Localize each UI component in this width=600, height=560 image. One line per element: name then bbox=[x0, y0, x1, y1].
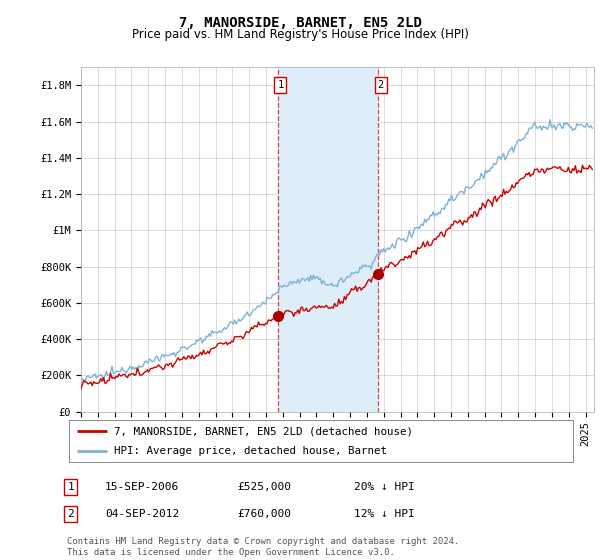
Bar bbox=[278, 67, 378, 412]
Text: Price paid vs. HM Land Registry's House Price Index (HPI): Price paid vs. HM Land Registry's House … bbox=[131, 28, 469, 41]
Text: 2: 2 bbox=[67, 509, 74, 519]
Text: 12% ↓ HPI: 12% ↓ HPI bbox=[354, 509, 415, 519]
Text: 04-SEP-2012: 04-SEP-2012 bbox=[105, 509, 179, 519]
Text: 1: 1 bbox=[67, 482, 74, 492]
Text: 1: 1 bbox=[277, 80, 284, 90]
Text: 7, MANORSIDE, BARNET, EN5 2LD (detached house): 7, MANORSIDE, BARNET, EN5 2LD (detached … bbox=[115, 426, 413, 436]
Text: £760,000: £760,000 bbox=[237, 509, 291, 519]
Text: 20% ↓ HPI: 20% ↓ HPI bbox=[354, 482, 415, 492]
Text: 2: 2 bbox=[377, 80, 384, 90]
Text: Contains HM Land Registry data © Crown copyright and database right 2024.
This d: Contains HM Land Registry data © Crown c… bbox=[67, 537, 460, 557]
Text: £525,000: £525,000 bbox=[237, 482, 291, 492]
Text: 15-SEP-2006: 15-SEP-2006 bbox=[105, 482, 179, 492]
Text: HPI: Average price, detached house, Barnet: HPI: Average price, detached house, Barn… bbox=[115, 446, 388, 456]
Text: 7, MANORSIDE, BARNET, EN5 2LD: 7, MANORSIDE, BARNET, EN5 2LD bbox=[179, 16, 421, 30]
